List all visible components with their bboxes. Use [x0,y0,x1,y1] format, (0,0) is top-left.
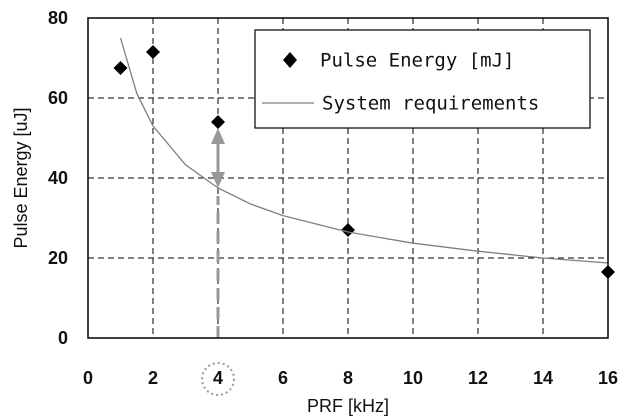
plot-frame [87,17,609,339]
legend-box [254,29,591,129]
data-point [146,45,160,59]
y-axis-label: Pulse Energy [uJ] [11,107,31,248]
annotation-arrowhead [211,128,225,144]
x-tick-label: 0 [83,368,93,388]
annotation-circle [201,362,235,396]
legend-label: System requirements [322,93,539,115]
x-tick-label: 6 [278,368,288,388]
x-tick-label: 4 [213,368,223,388]
annotation [201,128,235,396]
legend: Pulse Energy [mJ] System requirements [254,29,591,129]
x-tick-label: 12 [468,368,488,388]
x-tick-label: 10 [403,368,423,388]
x-tick-label: 14 [533,368,553,388]
x-tick-label: 2 [148,368,158,388]
legend-label: Pulse Energy [mJ] [320,50,514,72]
y-tick-label: 80 [48,8,68,28]
annotation-arrowhead [211,172,225,188]
marks [113,37,615,279]
x-tick-label: 8 [343,368,353,388]
data-point [113,61,128,75]
x-axis-label: PRF [kHz] [307,396,389,416]
y-tick-label: 20 [48,248,68,268]
y-tick-label: 0 [58,328,68,348]
legend-marker [283,52,297,68]
requirement-line [119,37,609,264]
data-point [211,115,225,129]
y-tick-label: 60 [48,88,68,108]
data-point [341,223,355,237]
x-tick-label: 16 [598,368,618,388]
y-tick-label: 40 [48,168,68,188]
